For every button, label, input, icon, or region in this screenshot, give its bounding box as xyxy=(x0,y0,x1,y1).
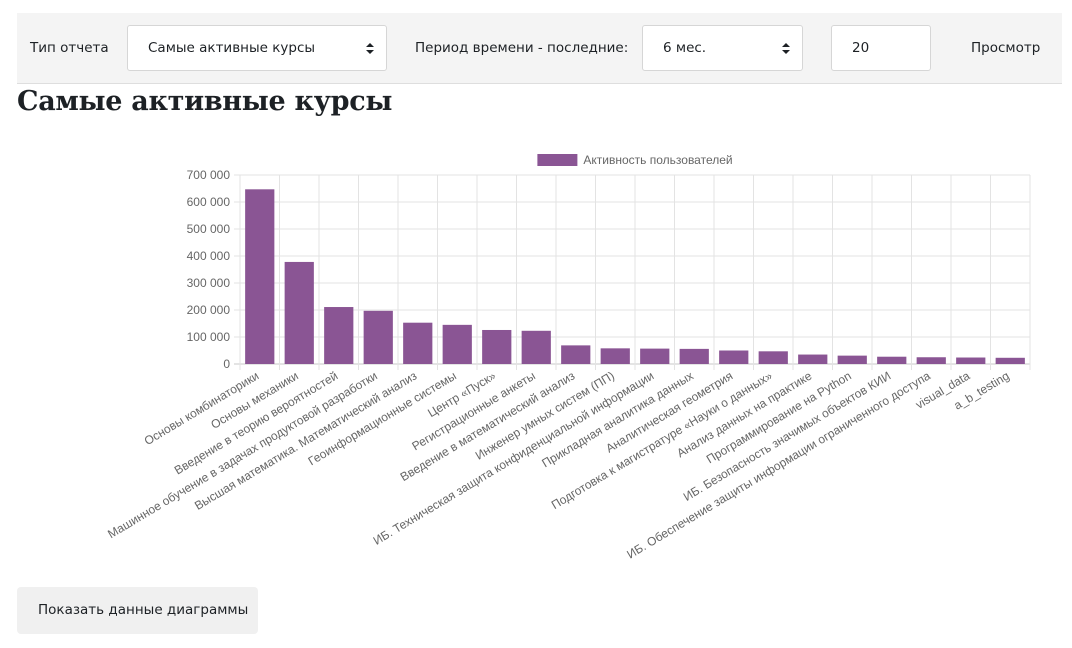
bar[interactable] xyxy=(324,307,354,364)
bar[interactable] xyxy=(640,348,670,364)
y-axis: 0 100 000 200 000 300 000 400 000 500 000 600 … xyxy=(187,168,231,371)
bar[interactable] xyxy=(837,355,867,364)
period-label: Период времени - последние: xyxy=(415,40,629,56)
period-value: 6 мес. xyxy=(663,40,707,56)
bar[interactable] xyxy=(758,351,788,364)
bar[interactable] xyxy=(916,357,946,364)
report-type-select[interactable]: Самые активные курсы xyxy=(127,25,387,71)
y-tick-label: 200 000 xyxy=(187,303,231,317)
select-arrows-icon xyxy=(366,43,374,55)
bars xyxy=(245,189,1025,364)
bar[interactable] xyxy=(600,348,630,364)
show-chart-data-button[interactable]: Показать данные диаграммы xyxy=(17,587,258,634)
y-tick-label: 700 000 xyxy=(187,168,231,182)
bar[interactable] xyxy=(679,348,709,364)
bar[interactable] xyxy=(403,322,433,364)
bar[interactable] xyxy=(521,330,551,364)
x-tick-label: Машинное обучение в задачах продуктовой … xyxy=(105,369,380,542)
legend-swatch xyxy=(537,154,578,166)
bar[interactable] xyxy=(561,345,591,364)
view-button[interactable]: Просмотр xyxy=(961,25,1061,71)
view-button-label: Просмотр xyxy=(971,40,1041,56)
period-select[interactable]: 6 мес. xyxy=(642,25,803,71)
y-tick-label: 300 000 xyxy=(187,276,231,290)
report-type-value: Самые активные курсы xyxy=(148,40,316,56)
bar[interactable] xyxy=(482,329,512,364)
chart-grid xyxy=(234,174,1031,370)
y-tick-label: 500 000 xyxy=(187,222,231,236)
count-input[interactable]: 20 xyxy=(831,25,931,71)
bar[interactable] xyxy=(877,356,907,364)
select-arrows-icon xyxy=(782,43,790,55)
bar[interactable] xyxy=(284,261,314,364)
y-tick-label: 0 xyxy=(223,357,230,371)
bar[interactable] xyxy=(798,354,828,364)
bar[interactable] xyxy=(442,324,472,364)
y-tick-label: 400 000 xyxy=(187,249,231,263)
bar[interactable] xyxy=(245,189,275,364)
bar[interactable] xyxy=(363,310,393,364)
y-tick-label: 100 000 xyxy=(187,330,231,344)
show-chart-data-label: Показать данные диаграммы xyxy=(38,602,249,618)
bar[interactable] xyxy=(995,357,1025,364)
bar[interactable] xyxy=(719,350,749,365)
report-type-label: Тип отчета xyxy=(30,40,109,56)
report-filter-bar: Тип отчета Самые активные курсы Период в… xyxy=(17,13,1062,84)
bar[interactable] xyxy=(956,357,986,364)
count-value: 20 xyxy=(852,40,870,56)
page-title: Самые активные курсы xyxy=(17,86,393,117)
legend-label: Активность пользователей xyxy=(583,153,732,167)
activity-bar-chart: Активность пользователей 0 100 000 200 000… xyxy=(105,153,1031,562)
chart-legend[interactable]: Активность пользователей xyxy=(537,153,733,167)
y-tick-label: 600 000 xyxy=(187,195,231,209)
